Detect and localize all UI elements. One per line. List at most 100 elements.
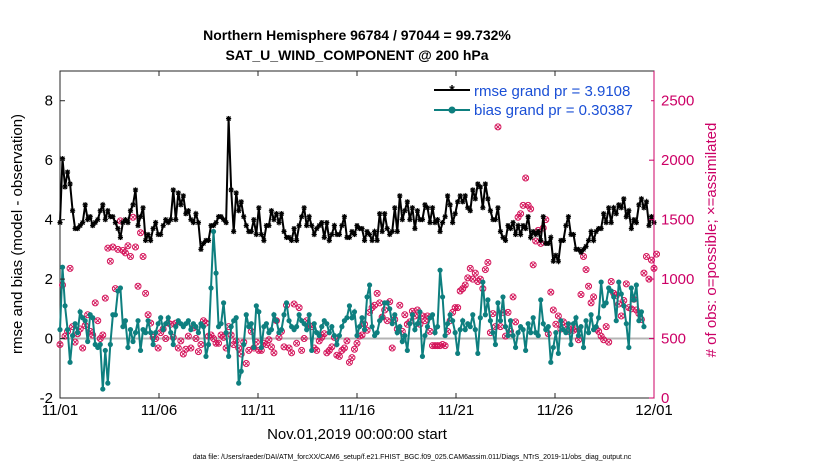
y-left-tick-label: 8	[45, 93, 53, 110]
rmse-point	[429, 205, 436, 211]
rmse-point	[377, 211, 383, 217]
rmse-point	[495, 205, 501, 211]
x-tick-label: 11/16	[339, 402, 375, 419]
obs-assimilated-point	[110, 244, 116, 250]
bias-point	[500, 294, 506, 300]
x-tick-label: 11/06	[141, 402, 177, 419]
obs-assimilated-point	[465, 275, 471, 281]
obs-assimilated-point	[470, 276, 476, 282]
rmse-star-d2	[412, 226, 418, 231]
bias-point	[598, 279, 604, 285]
rmse-point	[550, 258, 556, 264]
obs-assimilated-cross-b	[586, 283, 592, 289]
rmse-point	[304, 222, 310, 229]
obs-assimilated-point	[301, 335, 307, 342]
bias-point	[107, 341, 113, 348]
bias-point	[631, 297, 637, 303]
rmse-star-d2	[281, 229, 287, 234]
rmse-star-d2	[349, 229, 355, 234]
bias-point	[200, 324, 207, 330]
y-right-tick-label: 1500	[661, 212, 694, 229]
bias-point	[507, 318, 514, 324]
rmse-star-d2	[518, 232, 524, 237]
rmse-star-d2	[445, 193, 451, 199]
bias-series-markers	[57, 228, 647, 392]
obs-assimilated-point	[389, 345, 395, 351]
bias-point	[472, 327, 478, 333]
obs-possible-point	[270, 349, 278, 357]
y-right-tick-label: 1000	[661, 271, 694, 288]
obs-assimilated-point	[127, 253, 134, 260]
rmse-star-d2	[170, 187, 176, 193]
obs-assimilated-cross-b	[465, 275, 471, 281]
obs-assimilated-cross-b	[286, 345, 292, 351]
rmse-point	[457, 193, 463, 199]
obs-assimilated-cross-b	[351, 346, 358, 352]
obs-assimilated-point	[175, 345, 181, 351]
rmse-star-d2	[477, 184, 483, 190]
rmse-star-d2	[238, 199, 244, 205]
rmse-star-d2	[326, 238, 332, 243]
obs-possible-point	[484, 258, 492, 266]
bias-point	[193, 324, 199, 330]
obs-assimilated-point	[495, 124, 501, 130]
bias-point	[636, 318, 642, 324]
obs-possible-point	[552, 320, 560, 328]
obs-possible-point	[607, 277, 615, 285]
obs-possible-point	[162, 335, 170, 343]
bias-point	[548, 359, 554, 365]
rmse-point	[142, 237, 149, 244]
bias-point	[334, 341, 340, 348]
obs-assimilated-cross-b	[321, 331, 327, 337]
rmse-star-d2	[553, 252, 559, 258]
obs-assimilated-point	[601, 337, 607, 343]
rmse-point	[585, 237, 592, 244]
rmse-point	[646, 222, 652, 229]
bias-point	[135, 318, 141, 324]
bias-point	[445, 321, 451, 327]
rmse-point	[648, 214, 655, 220]
obs-possible-point	[494, 123, 502, 131]
rmse-point	[445, 193, 451, 199]
bias-point	[374, 330, 380, 336]
rmse-point	[112, 220, 118, 226]
bias-point	[573, 315, 579, 321]
rmse-star-d2	[450, 220, 456, 226]
rmse-point	[233, 190, 239, 196]
obs-assimilated-cross-b	[231, 341, 237, 348]
obs-assimilated-point	[588, 300, 594, 306]
rmse-point	[545, 240, 551, 247]
obs-assimilated-cross-b	[301, 335, 307, 342]
rmse-star-d2	[425, 205, 430, 211]
bias-point	[417, 309, 423, 315]
bias-point	[361, 327, 368, 333]
rmse-star-d2	[223, 220, 229, 226]
rmse-point	[497, 228, 504, 235]
obs-assimilated-cross-b	[97, 335, 103, 342]
obs-assimilated-point	[359, 332, 365, 338]
rmse-point	[477, 184, 483, 190]
obs-assimilated-cross-b	[653, 251, 660, 257]
bias-point	[638, 309, 645, 315]
bias-point	[127, 327, 134, 333]
rmse-star-d2	[286, 235, 292, 240]
bias-point	[203, 353, 209, 359]
bias-point	[112, 312, 118, 318]
rmse-star-d2	[87, 214, 93, 220]
obs-possible-point	[298, 346, 306, 354]
x-axis-label: Nov.01,2019 00:00:00 start	[267, 426, 448, 443]
bias-point	[238, 368, 244, 374]
rmse-star-d2	[467, 208, 473, 214]
rmse-star-d2	[143, 238, 149, 243]
bias-point	[492, 341, 499, 348]
obs-possible-point	[340, 344, 348, 352]
rmse-star-d2	[377, 211, 383, 217]
obs-assimilated-cross-b	[178, 338, 184, 344]
obs-assimilated-point	[289, 350, 295, 356]
obs-assimilated-point	[442, 343, 448, 349]
rmse-star-d2	[510, 220, 516, 226]
obs-assimilated-point	[437, 343, 443, 349]
obs-assimilated-cross-b	[193, 335, 199, 342]
rmse-star-d2	[226, 116, 232, 121]
rmse-point	[641, 205, 647, 211]
